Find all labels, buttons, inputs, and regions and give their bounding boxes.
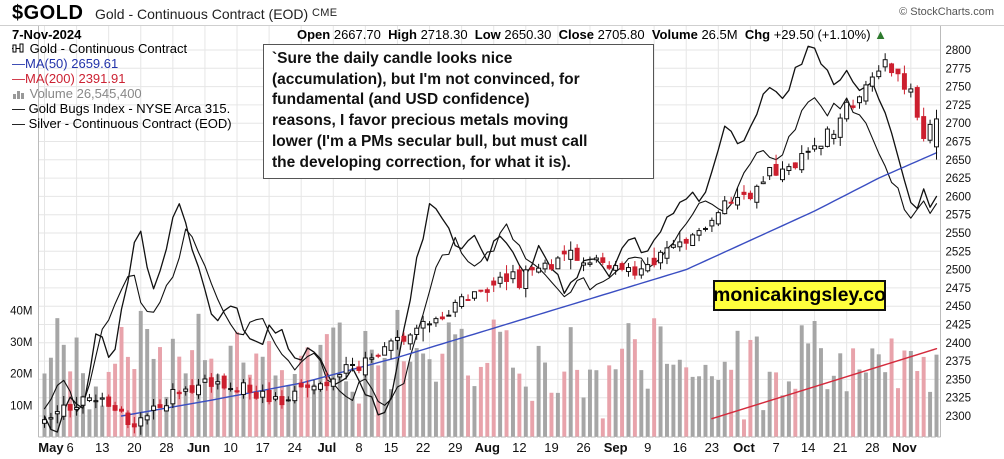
svg-text:17: 17: [255, 440, 269, 455]
svg-text:2750: 2750: [946, 82, 972, 94]
svg-text:2800: 2800: [946, 45, 972, 57]
svg-text:2575: 2575: [946, 210, 972, 222]
svg-text:May: May: [38, 440, 64, 455]
svg-text:2425: 2425: [946, 320, 972, 332]
svg-text:2600: 2600: [946, 191, 972, 203]
svg-text:Oct: Oct: [733, 440, 755, 455]
svg-text:28: 28: [159, 440, 173, 455]
svg-text:9: 9: [644, 440, 651, 455]
svg-text:20: 20: [127, 440, 141, 455]
svg-text:Aug: Aug: [475, 440, 500, 455]
svg-text:7: 7: [772, 440, 779, 455]
svg-text:8: 8: [355, 440, 362, 455]
svg-text:2625: 2625: [946, 173, 972, 185]
svg-text:14: 14: [801, 440, 815, 455]
svg-text:Sep: Sep: [604, 440, 628, 455]
svg-text:2775: 2775: [946, 63, 972, 75]
svg-text:26: 26: [576, 440, 590, 455]
svg-text:2475: 2475: [946, 283, 972, 295]
svg-text:Nov: Nov: [892, 440, 917, 455]
svg-text:2300: 2300: [946, 411, 972, 423]
svg-text:2650: 2650: [946, 155, 972, 167]
svg-text:40M: 40M: [10, 305, 32, 317]
svg-text:24: 24: [288, 440, 302, 455]
svg-text:6: 6: [67, 440, 74, 455]
svg-text:2350: 2350: [946, 374, 972, 386]
svg-text:10: 10: [223, 440, 237, 455]
svg-text:29: 29: [448, 440, 462, 455]
svg-text:2725: 2725: [946, 100, 972, 112]
svg-text:28: 28: [865, 440, 879, 455]
svg-text:19: 19: [544, 440, 558, 455]
svg-text:2550: 2550: [946, 228, 972, 240]
svg-text:2325: 2325: [946, 393, 972, 405]
svg-text:21: 21: [833, 440, 847, 455]
svg-text:2400: 2400: [946, 338, 972, 350]
svg-text:2700: 2700: [946, 118, 972, 130]
svg-text:2675: 2675: [946, 137, 972, 149]
svg-text:15: 15: [384, 440, 398, 455]
svg-text:20M: 20M: [10, 369, 32, 381]
svg-text:16: 16: [673, 440, 687, 455]
svg-text:23: 23: [705, 440, 719, 455]
svg-text:13: 13: [95, 440, 109, 455]
svg-text:2525: 2525: [946, 246, 972, 258]
svg-text:2375: 2375: [946, 356, 972, 368]
svg-text:10M: 10M: [10, 400, 32, 412]
svg-text:30M: 30M: [10, 337, 32, 349]
svg-text:Jun: Jun: [187, 440, 210, 455]
svg-text:2450: 2450: [946, 301, 972, 313]
svg-text:Jul: Jul: [317, 440, 336, 455]
svg-text:22: 22: [416, 440, 430, 455]
svg-text:12: 12: [512, 440, 526, 455]
svg-text:2500: 2500: [946, 265, 972, 277]
